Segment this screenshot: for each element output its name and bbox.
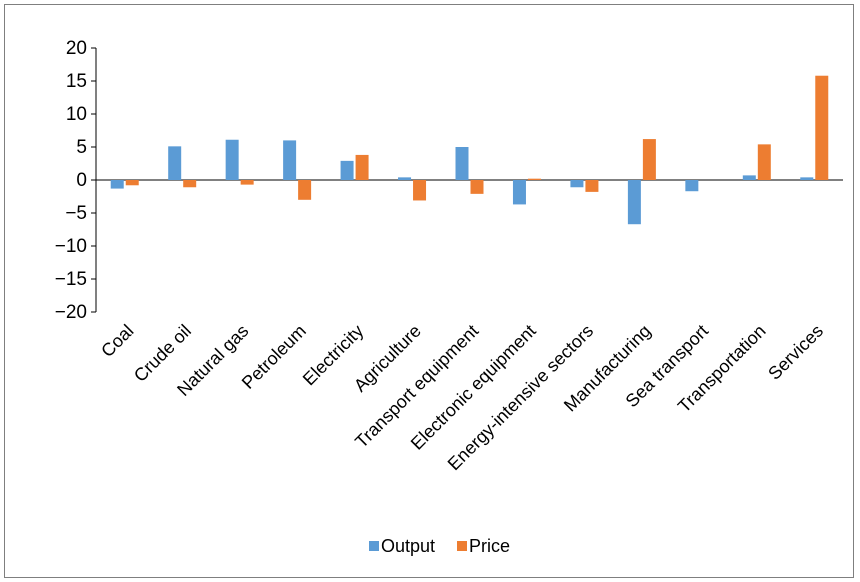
bar-output-crude-oil [168,146,182,180]
bar-output-agriculture [398,177,412,180]
bar-price-natural-gas [240,180,254,185]
legend-label: Price [469,536,510,556]
bar-price-manufacturing [642,139,656,180]
bar-output-natural-gas [225,139,239,180]
y-tick-label: −15 [55,269,87,290]
y-tick-label: −10 [55,236,87,257]
bar-output-electronic-equipment [512,180,526,205]
category-label: Services [764,321,827,384]
legend-swatch [457,541,467,551]
bar-price-electronic-equipment [527,178,541,180]
legend-label: Output [381,536,435,556]
legend: Output Price [369,536,510,556]
y-tick-label: 5 [76,137,87,158]
y-tick-label: −5 [65,203,87,224]
y-tick-label: 0 [76,170,87,191]
bar-price-transportation [757,144,771,180]
bar-output-energy-intensive-sectors [570,180,584,188]
y-axis: 20 15 10 5 0 −5 −10 −15 −20 [55,38,97,323]
bar-price-agriculture [413,180,427,201]
bar-output-coal [110,180,124,189]
bars [110,75,829,225]
y-tick-label: 10 [66,104,87,125]
bar-price-energy-intensive-sectors [585,180,599,192]
y-tick-label: 20 [66,38,87,59]
bar-output-transportation [742,175,756,180]
y-tick-label: 15 [66,71,87,92]
bar-output-sea-transport [685,180,699,192]
chart-frame: 20 15 10 5 0 −5 −10 −15 −20 Coal Crude oil Natural… [4,4,854,578]
bar-output-electricity [340,160,354,180]
y-tick-label: −20 [55,302,87,323]
bar-price-coal [125,180,139,186]
bar-price-transport-equipment [470,180,484,194]
bar-price-services [815,75,829,180]
bar-output-manufacturing [627,180,641,225]
bar-price-petroleum [298,180,312,200]
bar-price-electricity [355,154,369,180]
bar-output-petroleum [283,140,297,180]
bar-output-services [800,177,814,180]
legend-swatch [369,541,379,551]
bar-price-crude-oil [183,180,197,188]
bar-output-transport-equipment [455,147,469,180]
category-label: Coal [97,321,137,361]
